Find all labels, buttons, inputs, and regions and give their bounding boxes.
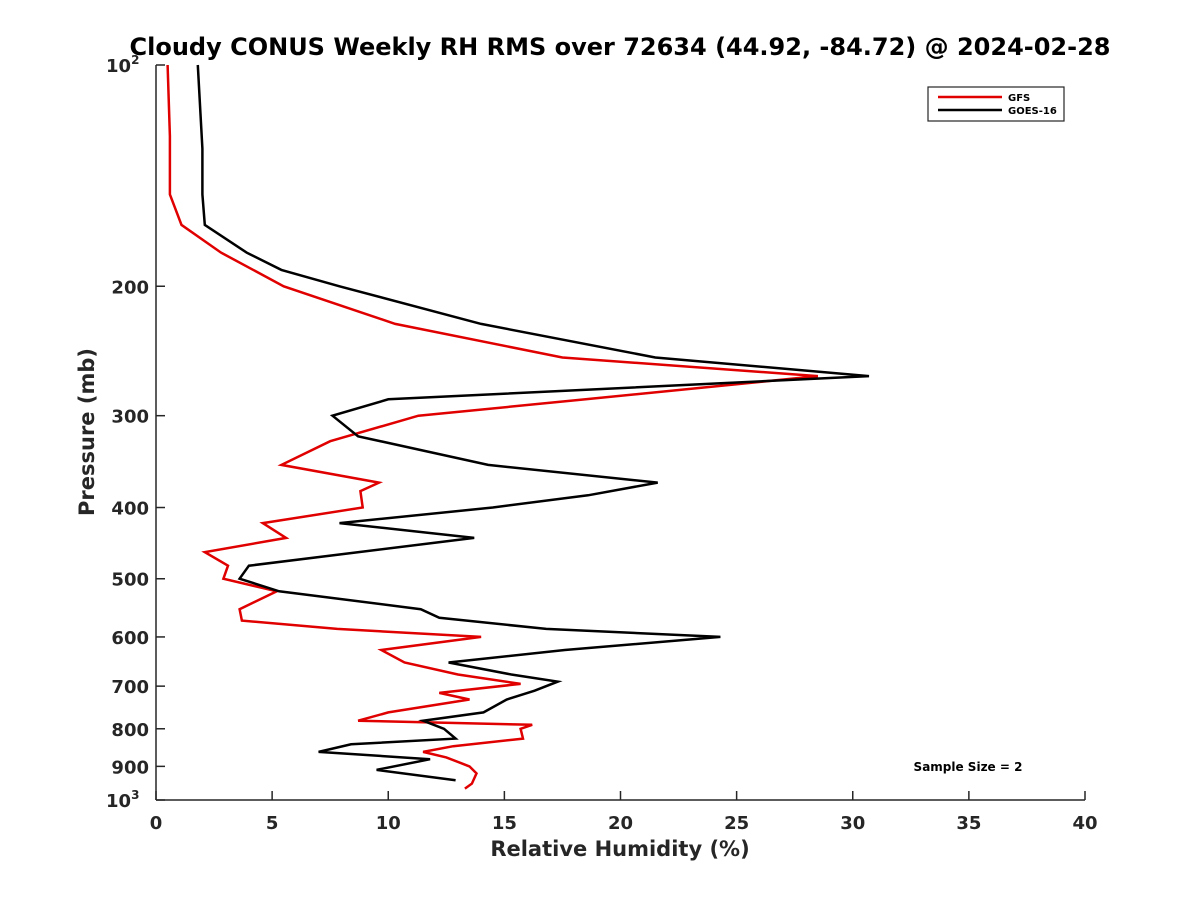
y-tick-label: 600 xyxy=(111,628,149,649)
series-line-gfs xyxy=(166,64,819,790)
y-ticks: 102 200 300 400 500 600 700 800 900 103 xyxy=(106,53,165,812)
x-tick-label: 40 xyxy=(1072,813,1097,834)
plot-area: 0 5 10 15 20 25 30 35 40 102 200 300 400 500 600 700 80… xyxy=(106,53,1098,834)
y-tick-label: 300 xyxy=(111,407,149,428)
x-tick-label: 0 xyxy=(150,813,163,834)
y-tick-label: 800 xyxy=(111,720,149,741)
legend: GFS GOES-16 xyxy=(927,86,1065,122)
x-tick-label: 5 xyxy=(266,813,279,834)
y-tick-label: 200 xyxy=(111,277,149,298)
x-tick-label: 35 xyxy=(956,813,981,834)
y-tick-label: 102 xyxy=(106,53,139,77)
y-axis-label: Pressure (mb) xyxy=(75,348,99,516)
legend-label-goes16: GOES-16 xyxy=(1008,106,1057,117)
x-ticks: 0 5 10 15 20 25 30 35 40 xyxy=(150,791,1098,834)
y-tick-label: 500 xyxy=(111,570,149,591)
x-tick-label: 20 xyxy=(608,813,633,834)
series-line-goes16 xyxy=(196,64,870,782)
y-tick-label: 103 xyxy=(106,788,139,812)
legend-box xyxy=(927,86,1065,122)
y-tick-label: 700 xyxy=(111,677,149,698)
x-tick-label: 25 xyxy=(724,813,749,834)
y-tick-label: 400 xyxy=(111,499,149,520)
sample-size-annotation: Sample Size = 2 xyxy=(914,760,1023,774)
x-tick-label: 30 xyxy=(840,813,865,834)
x-tick-label: 15 xyxy=(492,813,517,834)
x-tick-label: 10 xyxy=(376,813,401,834)
series-layer xyxy=(166,64,870,790)
legend-label-gfs: GFS xyxy=(1008,93,1030,104)
chart-title: Cloudy CONUS Weekly RH RMS over 72634 (4… xyxy=(130,33,1111,61)
y-tick-label: 900 xyxy=(111,757,149,778)
x-axis-label: Relative Humidity (%) xyxy=(490,837,749,861)
